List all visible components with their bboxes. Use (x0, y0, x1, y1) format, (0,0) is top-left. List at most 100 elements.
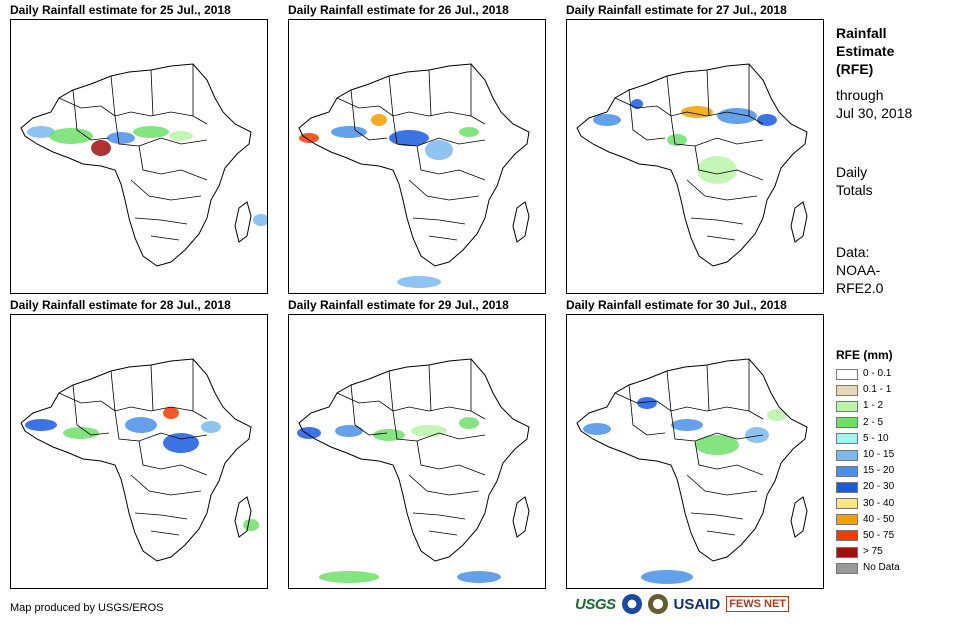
rainfall-area (593, 114, 621, 126)
country-border (748, 359, 764, 420)
legend-item: 1 - 2 (836, 398, 900, 414)
legend-item: 0.1 - 1 (836, 382, 900, 398)
rainfall-area (331, 126, 367, 138)
country-border (706, 235, 736, 241)
through-date: Jul 30, 2018 (836, 105, 913, 121)
country-border (470, 64, 486, 125)
sidebar-totals: Daily Totals (836, 163, 873, 199)
legend-label: 20 - 30 (863, 481, 895, 493)
legend-swatch (836, 514, 858, 526)
rainfall-area (163, 433, 199, 453)
country-border (72, 89, 110, 141)
country-border (706, 530, 736, 536)
madagascar-outline (234, 496, 252, 538)
country-border (138, 145, 208, 181)
legend-swatch (836, 417, 858, 429)
country-border (388, 370, 394, 412)
map-panel-26: Daily Rainfall estimate for 26 Jul., 201… (288, 3, 546, 294)
country-border (428, 69, 432, 117)
country-border (114, 115, 208, 147)
rainfall-area (335, 425, 363, 437)
country-border (412, 217, 466, 225)
madagascar-outline (790, 201, 808, 243)
rainfall-area (695, 435, 739, 455)
legend-label: > 75 (863, 546, 883, 558)
legend-label: 15 - 20 (863, 465, 895, 477)
noaa-logo (621, 594, 642, 614)
doi-seal-logo (647, 594, 668, 614)
legend-swatch (836, 465, 858, 477)
legend-label: 2 - 5 (863, 416, 884, 428)
country-border (134, 512, 188, 520)
country-border (670, 115, 764, 147)
legend-item: 0 - 0.1 (836, 366, 900, 382)
panel-title: Daily Rainfall estimate for 28 Jul., 201… (10, 298, 231, 312)
legend-label: 1 - 2 (863, 400, 884, 412)
rainfall-area (299, 133, 319, 143)
totals-line: Daily (836, 164, 868, 180)
rainfall-area (319, 571, 379, 583)
country-border (614, 97, 750, 117)
country-border (350, 384, 388, 436)
country-border (150, 530, 180, 536)
rainfall-area (201, 421, 221, 433)
rainfall-area (745, 427, 769, 443)
legend-label: 10 - 15 (863, 449, 895, 461)
map-panel-30: Daily Rainfall estimate for 30 Jul., 201… (566, 298, 824, 589)
country-border (134, 217, 188, 225)
sidebar-title-line: Estimate (836, 43, 895, 59)
country-border (192, 64, 208, 125)
madagascar-outline (512, 201, 530, 243)
country-border (694, 440, 764, 476)
country-border (666, 370, 672, 412)
legend-swatch (836, 449, 858, 461)
sidebar-through: through Jul 30, 2018 (836, 86, 912, 122)
country-border (416, 145, 486, 181)
country-border (470, 359, 486, 420)
country-border (628, 89, 666, 141)
legend-item: 20 - 30 (836, 479, 900, 495)
country-border (114, 410, 208, 442)
data-line: Data: (836, 244, 870, 260)
legend-swatch (836, 368, 858, 380)
rainfall-area (671, 419, 703, 431)
legend-swatch (836, 481, 858, 493)
africa-map (566, 19, 824, 294)
panel-title: Daily Rainfall estimate for 25 Jul., 201… (10, 3, 231, 17)
country-border (428, 235, 458, 241)
country-border (412, 512, 466, 520)
legend-item: 40 - 50 (836, 512, 900, 528)
panel-title: Daily Rainfall estimate for 30 Jul., 201… (566, 298, 787, 312)
rainfall-area (767, 409, 787, 421)
legend-item: > 75 (836, 544, 900, 560)
sidebar-data-source: Data: NOAA- RFE2.0 (836, 243, 883, 297)
sidebar-title-line: Rainfall (836, 25, 887, 41)
legend-item: 50 - 75 (836, 528, 900, 544)
data-line: NOAA- (836, 262, 881, 278)
rainfall-area (757, 114, 777, 126)
country-border (58, 97, 194, 117)
country-border (628, 384, 666, 436)
coastline (20, 358, 252, 562)
legend-item: No Data (836, 560, 900, 576)
madagascar-outline (512, 496, 530, 538)
country-border (192, 359, 208, 420)
legend-swatch (836, 384, 858, 396)
panel-title: Daily Rainfall estimate for 29 Jul., 201… (288, 298, 509, 312)
country-border (150, 235, 180, 241)
map-panel-29: Daily Rainfall estimate for 29 Jul., 201… (288, 298, 546, 589)
rainfall-area (107, 132, 135, 144)
country-border (150, 69, 154, 117)
logo-strip: USGS USAID FEWS NET (575, 594, 790, 614)
rainfall-area (49, 128, 93, 144)
country-border (614, 392, 750, 412)
rainfall-area (125, 417, 157, 433)
country-border (428, 364, 432, 412)
coastline (298, 358, 530, 562)
africa-map (10, 19, 268, 294)
country-border (336, 97, 472, 117)
legend-item: 30 - 40 (836, 496, 900, 512)
legend-label: 0 - 0.1 (863, 368, 892, 380)
legend-label: 0.1 - 1 (863, 384, 892, 396)
country-border (58, 392, 194, 412)
